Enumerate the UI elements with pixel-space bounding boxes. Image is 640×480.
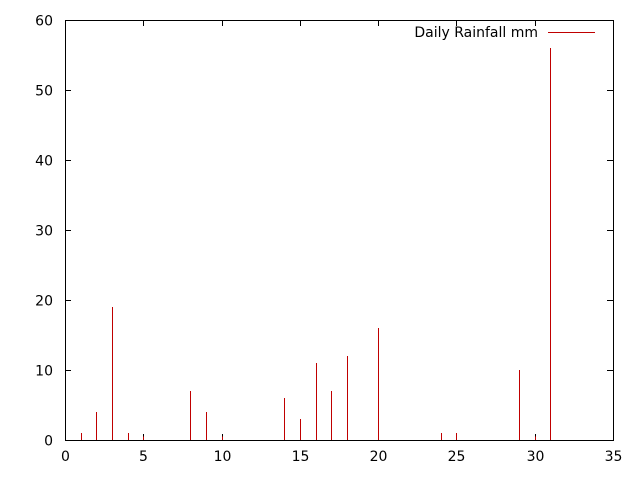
x-tick-label: 0 (61, 449, 70, 465)
x-axis: 0 5 10 15 20 25 30 35 (61, 20, 622, 465)
y-tick-label: 10 (35, 364, 53, 380)
y-tick-label: 0 (44, 434, 53, 450)
x-tick-label: 30 (527, 449, 545, 465)
x-tick-label: 10 (214, 449, 232, 465)
y-tick-label: 60 (35, 14, 53, 30)
y-tick-label: 30 (35, 224, 53, 240)
legend-label: Daily Rainfall mm (414, 25, 538, 41)
y-axis: 0 10 20 30 40 50 60 (35, 14, 613, 450)
series-daily-rainfall (81, 48, 551, 440)
plot-frame (65, 20, 614, 441)
x-tick-label: 15 (292, 449, 310, 465)
y-tick-label: 40 (35, 154, 53, 170)
y-tick-label: 50 (35, 84, 53, 100)
x-tick-label: 25 (448, 449, 466, 465)
x-tick-label: 20 (370, 449, 388, 465)
x-tick-label: 5 (139, 449, 148, 465)
x-tick-label: 35 (605, 449, 623, 465)
legend: Daily Rainfall mm (414, 25, 595, 41)
y-tick-label: 20 (35, 294, 53, 310)
